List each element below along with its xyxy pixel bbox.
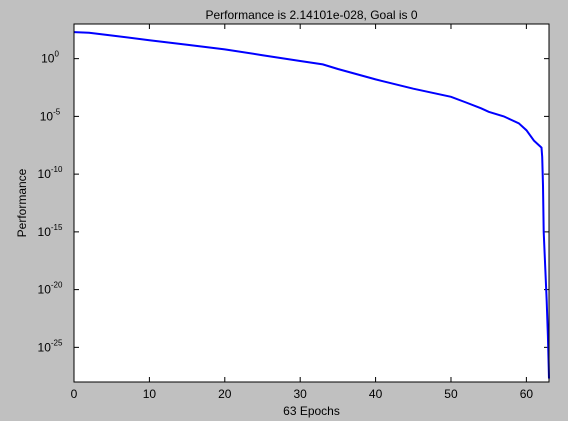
x-tick-label: 40 (369, 387, 383, 401)
y-tick-exponent: -15 (51, 223, 63, 232)
y-tick-exponent: -20 (51, 281, 63, 290)
y-tick-label: 100 (41, 50, 59, 66)
y-tick-exponent: -10 (51, 165, 63, 174)
performance-line (73, 31, 550, 379)
y-tick-exponent: -5 (53, 107, 61, 116)
x-axis-label: 63 Epochs (283, 404, 340, 418)
y-tick-exponent: -25 (51, 338, 63, 347)
x-tick-label: 50 (444, 387, 458, 401)
y-tick-base: 10 (41, 52, 55, 66)
chart-title: Performance is 2.14101e-028, Goal is 0 (205, 8, 417, 22)
y-tick-label: 10-5 (40, 107, 61, 123)
x-tick-label: 0 (71, 387, 78, 401)
y-tick-base: 10 (40, 109, 54, 123)
x-axis-ticks: 0 10 20 30 40 50 60 (71, 24, 534, 401)
plot-frame (73, 23, 550, 383)
y-tick-label: 10-10 (38, 165, 63, 181)
y-tick-base: 10 (38, 283, 52, 297)
y-tick-label: 10-20 (38, 281, 63, 297)
y-tick-label: 10-15 (38, 223, 63, 239)
plot-area (74, 24, 549, 382)
y-tick-base: 10 (38, 225, 52, 239)
x-tick-label: 30 (294, 387, 308, 401)
x-tick-label: 20 (218, 387, 232, 401)
y-tick-label: 10-25 (38, 338, 63, 354)
x-tick-label: 60 (520, 387, 534, 401)
x-tick-label: 10 (143, 387, 157, 401)
y-tick-base: 10 (38, 167, 52, 181)
y-tick-exponent: 0 (54, 50, 59, 59)
y-tick-base: 10 (38, 340, 52, 354)
y-axis-label: Performance (15, 168, 29, 237)
